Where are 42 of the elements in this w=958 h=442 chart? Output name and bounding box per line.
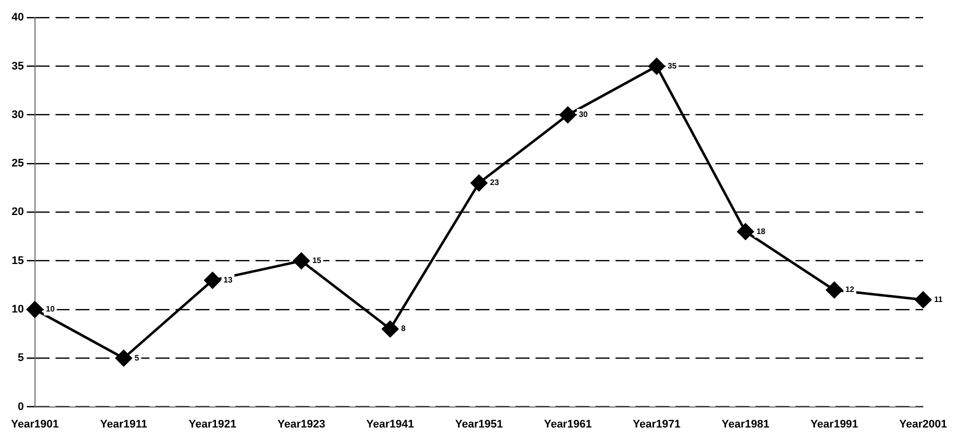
x-tick-label: Year1981 (722, 418, 770, 430)
x-tick-label: Year1991 (810, 418, 858, 430)
point (204, 272, 221, 289)
y-tick-label: 5 (18, 352, 24, 364)
x-tick-label: Year1911 (100, 418, 148, 430)
point (115, 350, 132, 366)
data-label: 23 (490, 178, 500, 188)
data-label: 18 (756, 226, 766, 236)
y-tick-label: 15 (12, 254, 24, 267)
data-label: 15 (312, 256, 322, 266)
x-tick-label: Year1971 (632, 418, 681, 430)
data-label: 8 (401, 324, 406, 334)
y-tick-label: 10 (12, 304, 24, 316)
point (560, 106, 576, 124)
x-tick-label: Year1951 (455, 418, 503, 430)
x-tick-label: Year1921 (188, 418, 236, 430)
data-label: 10 (46, 304, 56, 314)
data-label: 5 (134, 353, 140, 362)
data-label: 35 (668, 61, 678, 70)
y-tick-label: 40 (12, 12, 24, 24)
x-tick-label: Year1961 (544, 418, 592, 430)
data-label: 12 (845, 285, 855, 294)
data-label: 13 (224, 276, 233, 285)
y-tick-label: 25 (12, 158, 24, 170)
y-tick-label: 0 (18, 400, 24, 413)
point (26, 301, 44, 318)
x-tick-label: Year1923 (277, 418, 326, 430)
point (914, 292, 932, 308)
y-tick-label: 30 (12, 108, 24, 121)
point (293, 252, 310, 270)
x-tick-label: Year1901 (11, 418, 59, 430)
point (648, 58, 665, 74)
point (737, 223, 754, 240)
y-tick-label: 35 (12, 60, 24, 72)
data-label: 11 (934, 294, 944, 304)
x-tick-label: Year1941 (366, 418, 414, 430)
x-tick-label: Year2001 (899, 418, 947, 430)
point (826, 282, 843, 298)
point (382, 320, 398, 338)
point (470, 174, 488, 192)
y-tick-label: 20 (12, 206, 24, 218)
data-label: 30 (578, 110, 588, 120)
